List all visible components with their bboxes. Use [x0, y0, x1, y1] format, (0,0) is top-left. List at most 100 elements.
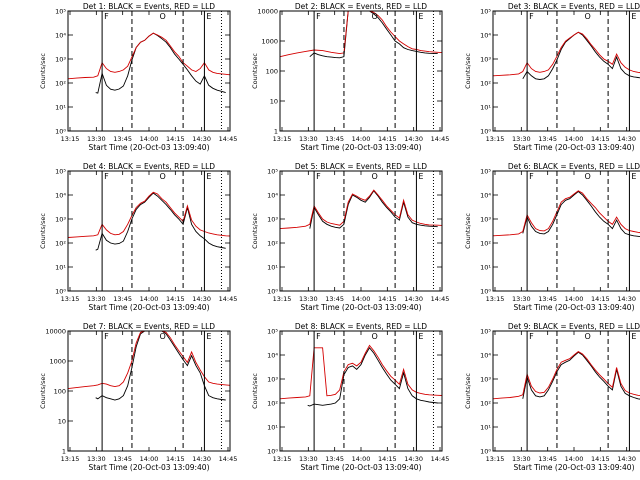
y-tick-label: 1 — [274, 128, 278, 136]
x-tick-label: 14:00 — [140, 295, 159, 303]
y-axis-label: Counts/sec — [251, 53, 259, 89]
y-tick-label: 10⁴ — [480, 32, 491, 40]
x-tick-label: 13:15 — [486, 135, 505, 143]
x-tick-label: 13:45 — [538, 455, 557, 463]
events-series-line — [95, 330, 226, 401]
x-tick-label: 14:00 — [140, 135, 159, 143]
x-tick-label: 13:30 — [299, 295, 318, 303]
x-tick-label: 14:15 — [166, 455, 185, 463]
x-tick-label: 14:00 — [565, 135, 584, 143]
y-tick-label: 10² — [267, 400, 278, 408]
y-axis-label: Counts/sec — [464, 373, 472, 409]
x-tick-label: 13:45 — [113, 455, 132, 463]
x-tick-label: 14:45 — [219, 135, 238, 143]
chart-panel-6: FOE13:1513:3013:4514:0014:1514:3014:4510… — [464, 162, 640, 312]
x-tick-label: 13:45 — [325, 295, 344, 303]
y-tick-label: 10⁴ — [267, 352, 278, 360]
x-tick-label: 14:15 — [378, 455, 397, 463]
x-axis-label: Start Time (20-Oct-03 13:09:40) — [300, 303, 421, 312]
x-tick-label: 13:15 — [61, 455, 80, 463]
x-tick-label: 13:45 — [538, 295, 557, 303]
y-tick-label: 10 — [58, 418, 66, 426]
chart-panel-5: F O E 13:15 13:30 13:45 14:00 14:15 14:30 14:45 10… — [251, 162, 449, 312]
x-axis-label: Start Time (20-Oct-03 13:09:40) — [88, 143, 209, 152]
x-tick-label: 13:30 — [87, 135, 106, 143]
interval-marker-label: E — [418, 172, 423, 181]
y-axis-label: Counts/sec — [39, 213, 47, 249]
x-tick-label: 14:15 — [591, 295, 610, 303]
interval-marker-label: F — [316, 332, 321, 341]
x-tick-label: 13:15 — [273, 455, 292, 463]
x-tick-label: 13:30 — [512, 135, 531, 143]
chart-title: Det 3: BLACK = Events, RED = LLD — [508, 2, 640, 11]
y-tick-label: 10⁴ — [480, 192, 491, 200]
x-tick-label: 14:45 — [219, 455, 238, 463]
x-tick-label: 13:45 — [325, 135, 344, 143]
y-tick-label: 10² — [55, 80, 66, 88]
interval-marker-label: E — [418, 12, 423, 21]
x-tick-label: 14:15 — [378, 295, 397, 303]
y-tick-label: 1 — [62, 448, 66, 456]
lld-series-line — [492, 190, 640, 237]
interval-marker-label: F — [104, 12, 109, 21]
interval-marker-label: F — [529, 172, 534, 181]
events-series-line — [95, 192, 226, 251]
lld-series-line — [279, 189, 443, 230]
y-tick-label: 10¹ — [480, 424, 491, 432]
x-axis-label: Start Time (20-Oct-03 13:09:40) — [513, 463, 634, 472]
x-tick-label: 13:45 — [113, 135, 132, 143]
y-tick-label: 10⁰ — [480, 128, 491, 136]
interval-marker-label: O — [160, 332, 166, 341]
x-axis-label: Start Time (20-Oct-03 13:09:40) — [513, 303, 634, 312]
plot-frame — [67, 10, 231, 132]
chart-panel-3: FOE13:1513:3013:4514:0014:1514:3014:4510… — [464, 2, 640, 152]
y-axis-label: Counts/sec — [464, 53, 472, 89]
y-tick-label: 10² — [480, 80, 491, 88]
x-tick-label: 14:15 — [591, 455, 610, 463]
interval-marker-label: O — [372, 172, 378, 181]
x-axis-label: Start Time (20-Oct-03 13:09:40) — [513, 143, 634, 152]
x-axis-label: Start Time (20-Oct-03 13:09:40) — [300, 463, 421, 472]
y-tick-label: 10³ — [55, 56, 66, 64]
y-tick-label: 10³ — [480, 216, 491, 224]
chart-title: Det 8: BLACK = Events, RED = LLD — [295, 322, 427, 331]
interval-marker-label: O — [160, 172, 166, 181]
x-tick-label: 14:30 — [617, 455, 636, 463]
interval-marker-label: O — [372, 332, 378, 341]
interval-marker-label: F — [316, 172, 321, 181]
lld-series-line — [67, 32, 231, 80]
x-tick-label: 13:30 — [87, 455, 106, 463]
y-tick-label: 10⁰ — [55, 288, 66, 296]
chart-title: Det 1: BLACK = Events, RED = LLD — [83, 2, 215, 11]
x-axis-label: Start Time (20-Oct-03 13:09:40) — [88, 303, 209, 312]
x-tick-label: 13:30 — [512, 295, 531, 303]
interval-marker-label: O — [372, 12, 378, 21]
lld-series-line — [67, 191, 231, 238]
y-tick-label: 10³ — [267, 376, 278, 384]
y-tick-label: 10 — [270, 98, 278, 106]
plot-frame — [279, 330, 443, 452]
y-tick-label: 10⁰ — [267, 448, 278, 456]
y-tick-label: 10² — [480, 240, 491, 248]
x-tick-label: 14:30 — [404, 295, 423, 303]
x-tick-label: 13:15 — [273, 135, 292, 143]
chart-title: Det 7: BLACK = Events, RED = LLD — [83, 322, 215, 331]
x-tick-label: 13:15 — [486, 295, 505, 303]
y-tick-label: 10¹ — [267, 264, 278, 272]
lld-series-line — [492, 31, 640, 77]
x-tick-label: 14:30 — [192, 455, 211, 463]
y-tick-label: 10000 — [257, 8, 278, 16]
y-tick-label: 10¹ — [55, 104, 66, 112]
x-tick-label: 13:15 — [486, 455, 505, 463]
x-tick-label: 14:45 — [219, 295, 238, 303]
x-tick-label: 13:45 — [113, 295, 132, 303]
x-tick-label: 13:15 — [61, 135, 80, 143]
x-tick-label: 14:00 — [565, 455, 584, 463]
y-tick-label: 10¹ — [55, 264, 66, 272]
y-tick-label: 10⁰ — [267, 288, 278, 296]
x-tick-label: 14:00 — [352, 455, 371, 463]
interval-marker-label: E — [631, 12, 636, 21]
y-tick-label: 10¹ — [267, 424, 278, 432]
lld-series-line — [492, 350, 640, 400]
